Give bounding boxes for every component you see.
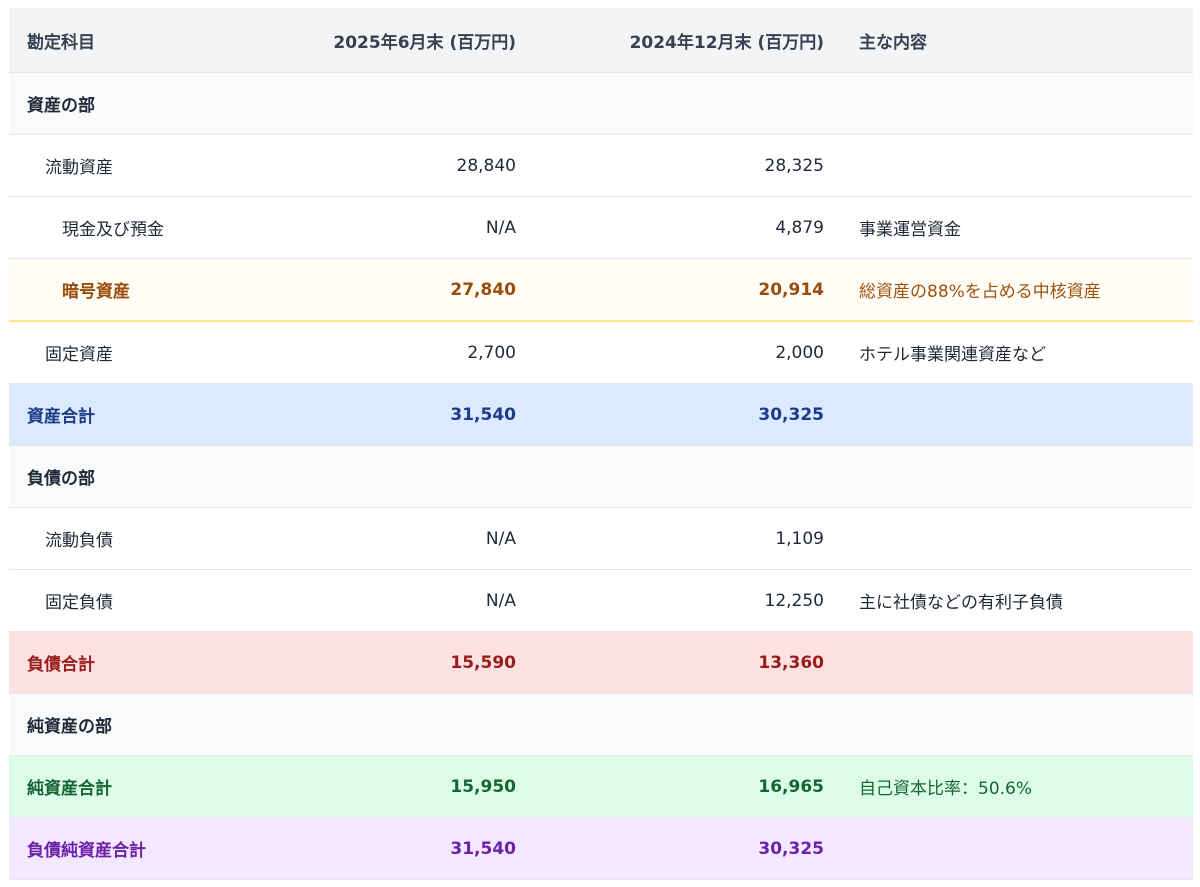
- value-2024: [516, 693, 824, 756]
- balance-sheet-container: 勘定科目 2025年6月末 (百万円) 2024年12月末 (百万円) 主な内容…: [9, 8, 1193, 880]
- value-2025: 15,950: [239, 755, 516, 818]
- value-2025: 15,590: [239, 631, 516, 694]
- table-row-fixed-liabilities: 固定負債 N/A 12,250 主に社債などの有利子負債: [9, 569, 1193, 632]
- row-note: [824, 72, 1193, 135]
- total-row-assets: 資産合計 31,540 30,325: [9, 383, 1193, 446]
- value-2024: 12,250: [516, 569, 824, 632]
- header-notes: 主な内容: [824, 8, 1193, 73]
- table-row-fixed-assets: 固定資産 2,700 2,000 ホテル事業関連資産など: [9, 321, 1193, 384]
- value-2024: 13,360: [516, 631, 824, 694]
- value-2024: 30,325: [516, 817, 824, 880]
- header-2025: 2025年6月末 (百万円): [239, 8, 516, 73]
- value-2024: 1,109: [516, 507, 824, 570]
- value-2025: 2,700: [239, 321, 516, 384]
- section-row-liabilities: 負債の部: [9, 445, 1193, 508]
- row-label: 純資産合計: [9, 755, 239, 818]
- total-row-liabilities-and-net-assets: 負債純資産合計 31,540 30,325: [9, 817, 1193, 880]
- table-row-crypto-assets: 暗号資産 27,840 20,914 総資産の88%を占める中核資産: [9, 258, 1193, 322]
- row-note: [824, 134, 1193, 197]
- row-label: 負債の部: [9, 445, 239, 508]
- row-label: 資産の部: [9, 72, 239, 135]
- value-2024: 20,914: [516, 258, 824, 322]
- value-2025: 31,540: [239, 383, 516, 446]
- row-note: [824, 817, 1193, 880]
- value-2024: 2,000: [516, 321, 824, 384]
- value-2024: [516, 445, 824, 508]
- row-note: 総資産の88%を占める中核資産: [824, 258, 1193, 322]
- value-2025: 31,540: [239, 817, 516, 880]
- row-note: 主に社債などの有利子負債: [824, 569, 1193, 632]
- section-row-assets: 資産の部: [9, 72, 1193, 135]
- value-2025: N/A: [239, 196, 516, 259]
- header-2024: 2024年12月末 (百万円): [516, 8, 824, 73]
- row-label: 暗号資産: [9, 258, 239, 322]
- row-note: [824, 693, 1193, 756]
- value-2025: N/A: [239, 507, 516, 570]
- table-row-current-assets: 流動資産 28,840 28,325: [9, 134, 1193, 197]
- total-row-net-assets: 純資産合計 15,950 16,965 自己資本比率：50.6%: [9, 755, 1193, 818]
- row-label: 流動負債: [9, 507, 239, 570]
- value-2024: [516, 72, 824, 135]
- table-row-cash: 現金及び預金 N/A 4,879 事業運営資金: [9, 196, 1193, 259]
- row-label: 固定資産: [9, 321, 239, 384]
- row-note: 自己資本比率：50.6%: [824, 755, 1193, 818]
- row-label: 純資産の部: [9, 693, 239, 756]
- row-label: 負債合計: [9, 631, 239, 694]
- value-2024: 28,325: [516, 134, 824, 197]
- value-2025: [239, 445, 516, 508]
- row-note: ホテル事業関連資産など: [824, 321, 1193, 384]
- balance-sheet-table: 勘定科目 2025年6月末 (百万円) 2024年12月末 (百万円) 主な内容…: [9, 8, 1193, 880]
- table-header-row: 勘定科目 2025年6月末 (百万円) 2024年12月末 (百万円) 主な内容: [9, 8, 1193, 73]
- value-2025: 27,840: [239, 258, 516, 322]
- value-2025: [239, 693, 516, 756]
- value-2025: N/A: [239, 569, 516, 632]
- row-note: [824, 507, 1193, 570]
- value-2024: 30,325: [516, 383, 824, 446]
- value-2024: 4,879: [516, 196, 824, 259]
- row-note: [824, 445, 1193, 508]
- row-label: 固定負債: [9, 569, 239, 632]
- value-2025: 28,840: [239, 134, 516, 197]
- row-label: 流動資産: [9, 134, 239, 197]
- row-note: 事業運営資金: [824, 196, 1193, 259]
- table-row-current-liabilities: 流動負債 N/A 1,109: [9, 507, 1193, 570]
- row-note: [824, 383, 1193, 446]
- header-account: 勘定科目: [9, 8, 239, 73]
- total-row-liabilities: 負債合計 15,590 13,360: [9, 631, 1193, 694]
- row-label: 負債純資産合計: [9, 817, 239, 880]
- value-2025: [239, 72, 516, 135]
- row-label: 資産合計: [9, 383, 239, 446]
- row-label: 現金及び預金: [9, 196, 239, 259]
- value-2024: 16,965: [516, 755, 824, 818]
- row-note: [824, 631, 1193, 694]
- section-row-net-assets: 純資産の部: [9, 693, 1193, 756]
